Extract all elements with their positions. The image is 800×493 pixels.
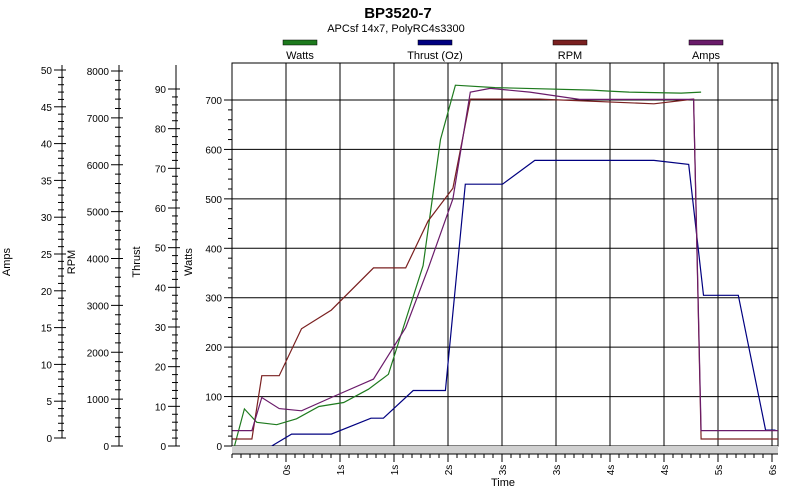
y-axis-amps: 0 5 10 15 20 25 30 35 40 45 50 Amps: [1, 65, 66, 445]
x-tick-label: 3s: [498, 465, 509, 476]
y-tick-label: 300: [205, 294, 222, 305]
y-tick-label: 0: [216, 442, 222, 453]
x-axis: 0s 1s 1s 2s 3s 3s 4s 4s 5s 6s: [231, 446, 779, 476]
y-tick-label: 4000: [87, 255, 110, 266]
legend: Watts Thrust (Oz) RPM Amps: [282, 39, 724, 62]
legend-label: Watts: [286, 50, 314, 62]
x-axis-strip: [232, 446, 778, 454]
y-tick-label: 50: [41, 66, 53, 77]
y-axis-label: Thrust: [131, 246, 143, 277]
y-tick-label: 60: [155, 204, 167, 215]
x-tick-label: 1s: [336, 465, 347, 476]
y-tick-label: 7000: [87, 114, 110, 125]
y-axis-label: Watts: [183, 248, 195, 276]
y-axis-thrust: 0 10 20 30 40 50 60 70 80 90 Thrust: [131, 65, 180, 453]
y-tick-label: 5: [46, 397, 52, 408]
y-tick-label: 10: [155, 402, 167, 413]
y-tick-label: 25: [41, 250, 53, 261]
y-tick-label: 15: [41, 324, 53, 335]
y-tick-label: 2000: [87, 348, 110, 359]
legend-swatch: [417, 39, 453, 46]
y-tick-label: 200: [205, 343, 222, 354]
y-tick-label: 35: [41, 176, 53, 187]
legend-swatch: [282, 39, 318, 46]
y-tick-label: 700: [205, 96, 222, 107]
y-tick-label: 1000: [87, 395, 110, 406]
chart-subtitle: APCsf 14x7, PolyRC4s3300: [327, 23, 465, 35]
x-tick-label: 4s: [606, 465, 617, 476]
y-tick-label: 30: [41, 213, 53, 224]
y-tick-label: 80: [155, 125, 167, 136]
y-axis-watts: 0 100 200 300 400 500 600 700 Watts: [183, 65, 233, 453]
y-tick-label: 100: [205, 393, 222, 404]
y-axis-rpm: 0 1000 2000 3000 4000 5000 6000 7000 8000 RPM: [66, 65, 123, 453]
y-tick-label: 70: [155, 164, 167, 175]
y-axes: 05101520253035404550Amps0100020003000400…: [1, 65, 233, 453]
x-tick-label: 4s: [660, 465, 671, 476]
legend-label: RPM: [558, 50, 582, 62]
y-tick-label: 500: [205, 195, 222, 206]
y-tick-label: 0: [46, 434, 52, 445]
x-tick-label: 6s: [768, 465, 779, 476]
y-tick-label: 400: [205, 244, 222, 255]
y-axis-label: Amps: [1, 247, 13, 276]
x-tick-label: 0s: [282, 465, 293, 476]
y-tick-label: 20: [155, 363, 167, 374]
y-tick-label: 90: [155, 85, 167, 96]
legend-swatch: [688, 39, 724, 46]
y-tick-label: 600: [205, 145, 222, 156]
series-line-amps: [232, 87, 778, 432]
y-tick-label: 45: [41, 103, 53, 114]
x-tick-label: 1s: [390, 465, 401, 476]
y-tick-label: 0: [103, 442, 109, 453]
y-tick-label: 0: [160, 442, 166, 453]
x-axis-label: Time: [491, 477, 515, 489]
y-tick-label: 10: [41, 360, 53, 371]
legend-swatch: [552, 39, 588, 46]
plot-area: [231, 62, 779, 447]
y-tick-label: 5000: [87, 208, 110, 219]
x-tick-label: 3s: [552, 465, 563, 476]
series-line-watts: [233, 84, 702, 447]
legend-label: Thrust (Oz): [407, 50, 463, 62]
y-axis-label: RPM: [66, 250, 78, 274]
y-tick-label: 20: [41, 287, 53, 298]
x-tick-label: 5s: [714, 465, 725, 476]
y-tick-label: 3000: [87, 301, 110, 312]
plot-frame: [231, 62, 779, 447]
y-tick-label: 40: [41, 140, 53, 151]
y-tick-label: 6000: [87, 161, 110, 172]
y-tick-label: 30: [155, 323, 167, 334]
y-tick-label: 40: [155, 283, 167, 294]
chart-title: BP3520-7: [364, 5, 432, 22]
series-line-thrust-oz: [271, 159, 776, 447]
x-tick-label: 2s: [444, 465, 455, 476]
legend-label: Amps: [692, 50, 721, 62]
y-tick-label: 50: [155, 244, 167, 255]
y-tick-label: 8000: [87, 67, 110, 78]
